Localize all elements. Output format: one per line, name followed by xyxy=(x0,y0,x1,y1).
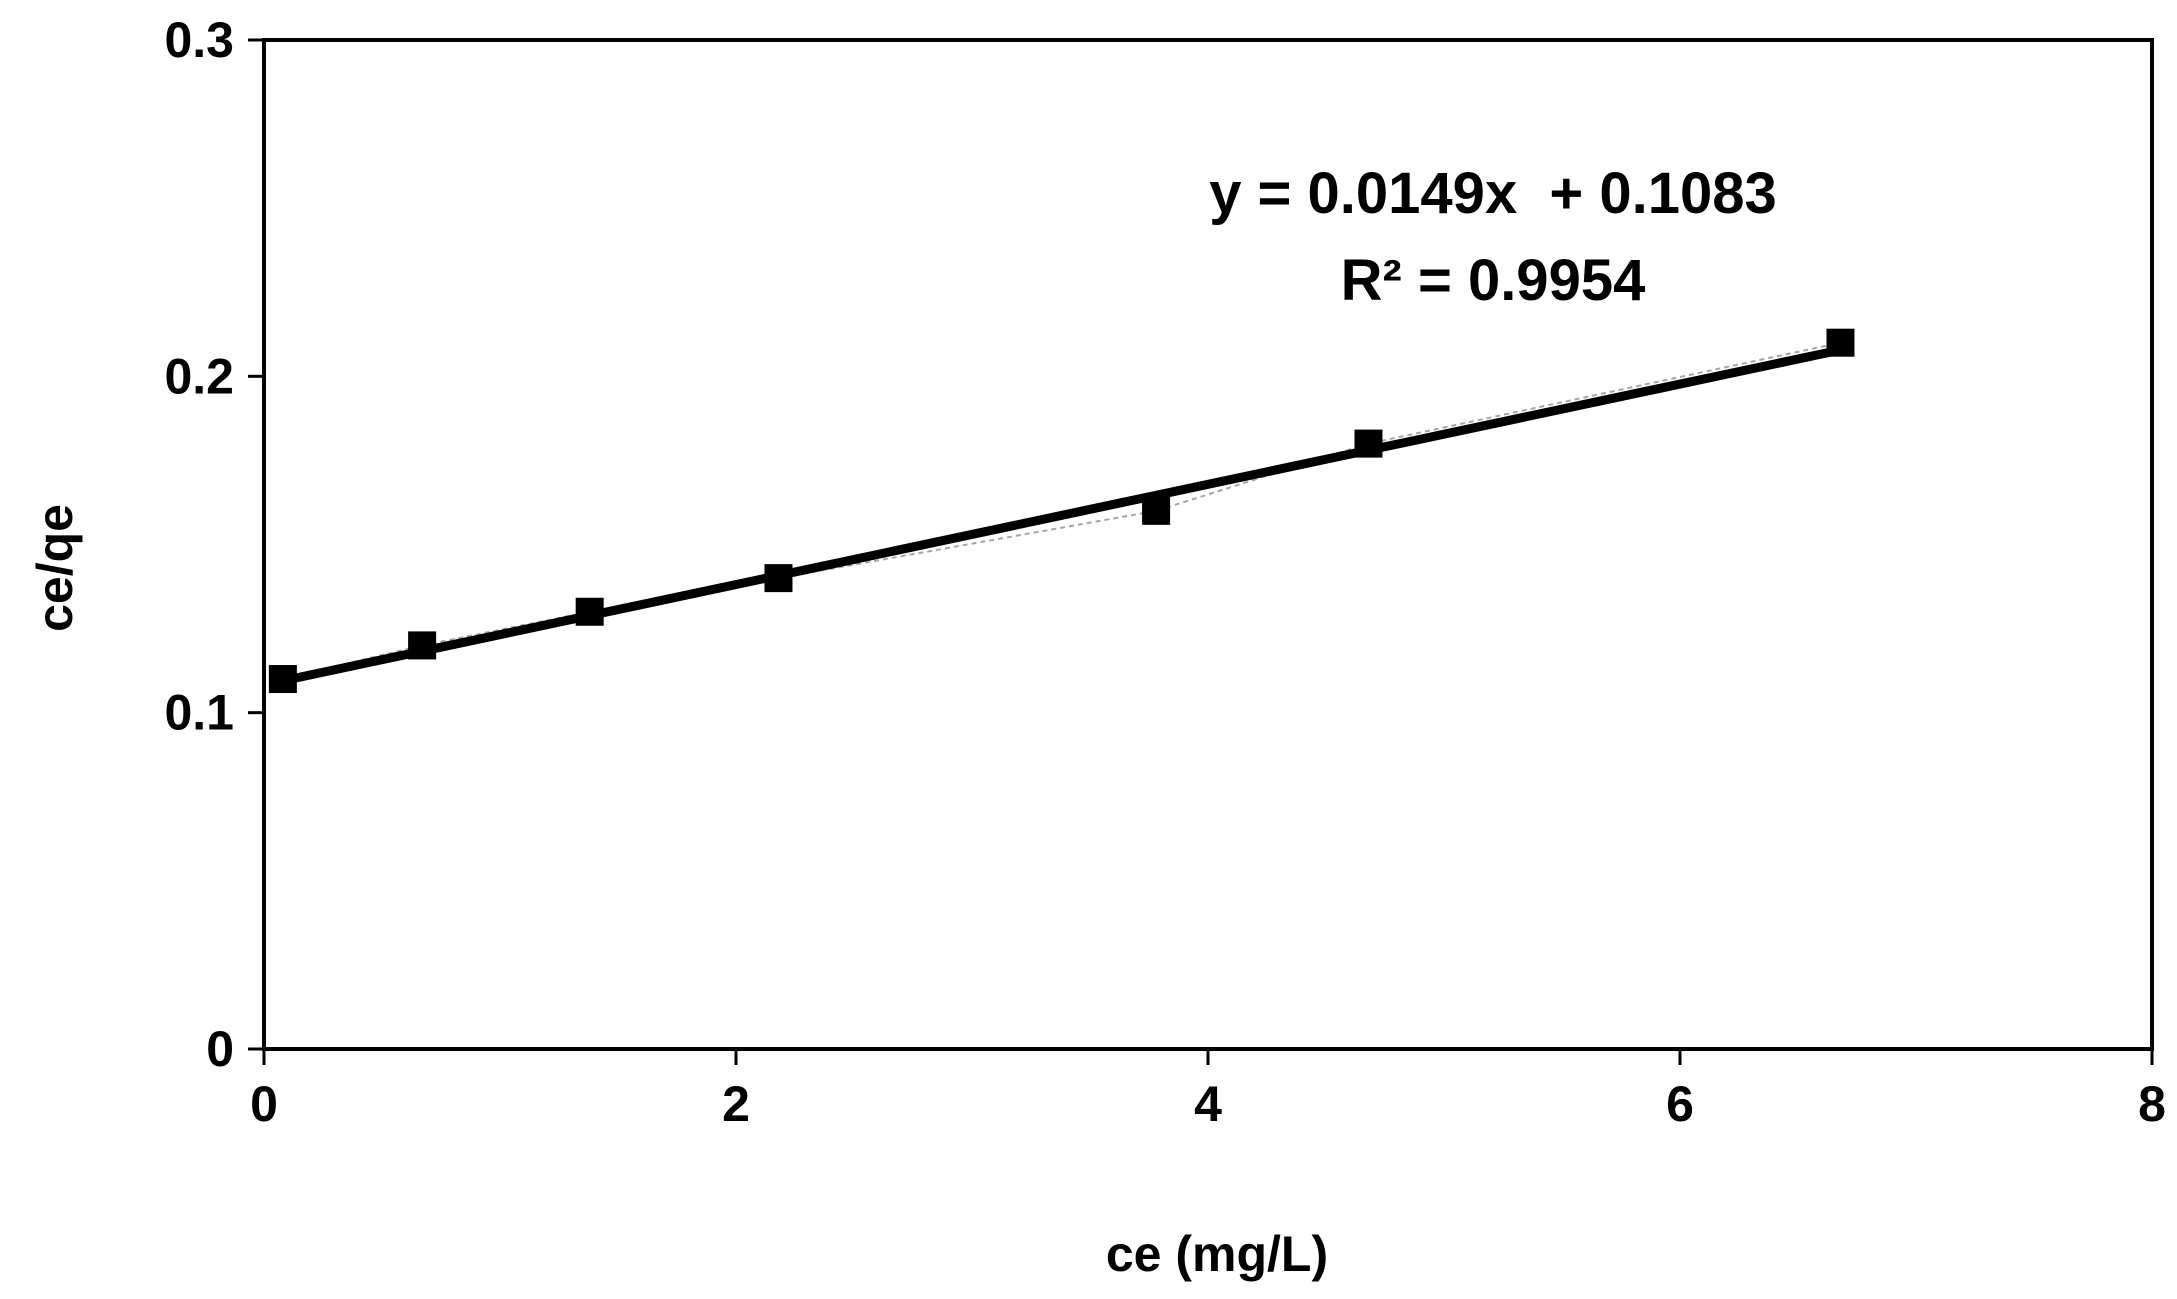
equation-annotation: y = 0.0149x + 0.1083 xyxy=(1209,161,1777,226)
y-axis-title: ce/qe xyxy=(27,504,83,632)
x-axis-ticks: 0 2 4 6 8 xyxy=(250,1049,2166,1132)
data-point-square xyxy=(1142,496,1171,525)
data-point-square xyxy=(1826,328,1855,357)
data-point-square xyxy=(764,564,793,593)
data-point-square xyxy=(1354,429,1383,458)
data-points xyxy=(268,328,1855,694)
x-tick-label: 4 xyxy=(1194,1076,1222,1132)
trendline-group xyxy=(278,345,1845,686)
x-tick-label: 0 xyxy=(250,1076,278,1132)
x-tick-label: 2 xyxy=(722,1076,750,1132)
x-axis-title: ce (mg/L) xyxy=(1106,1226,1328,1282)
data-point-square xyxy=(575,597,604,626)
data-point-square xyxy=(408,631,437,660)
y-tick-label: 0.3 xyxy=(164,12,234,68)
r-squared-annotation: R² = 0.9954 xyxy=(1341,248,1646,313)
x-tick-label: 6 xyxy=(1666,1076,1694,1132)
y-tick-label: 0.2 xyxy=(164,348,234,404)
y-axis-ticks: 0 0.1 0.2 0.3 xyxy=(164,12,264,1077)
linear-trendline xyxy=(278,345,1845,686)
y-tick-label: 0.1 xyxy=(164,685,234,741)
data-point-square xyxy=(268,665,297,694)
x-tick-label: 8 xyxy=(2138,1076,2166,1132)
y-tick-label: 0 xyxy=(206,1021,234,1077)
